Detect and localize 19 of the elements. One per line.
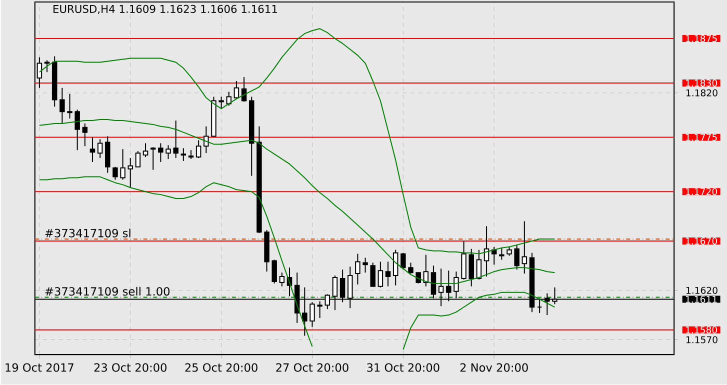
ref-line-label: #373417109 sell 1.00: [45, 287, 170, 296]
ref-line-label: 1.1580: [686, 326, 717, 334]
x-tick-label: 23 Oct 20:00: [94, 363, 166, 372]
ref-line-label: 1.1775: [686, 134, 717, 141]
ref-line-label: #373417109 sl: [45, 228, 130, 238]
chart-title: EURUSD,H4 1.1609 1.1623 1.1606 1.1611: [54, 5, 277, 14]
x-tick-label: 27 Oct 20:00: [276, 363, 348, 372]
ref-line-label: 1.1875: [686, 35, 717, 42]
y-tick-label: 1.1570: [686, 336, 718, 344]
x-tick-label: 31 Oct 20:00: [367, 363, 440, 372]
x-tick-label: 19 Oct 2017: [6, 363, 74, 372]
ref-line-label: 1.1830: [686, 80, 717, 87]
x-tick-label: 2 Nov 20:00: [460, 363, 528, 372]
ref-line-label: 1.1611: [686, 296, 717, 304]
y-tick-label: 1.1820: [686, 90, 718, 97]
ref-line-label: 1.1720: [686, 188, 717, 196]
x-tick-label: 25 Oct 20:00: [185, 363, 258, 372]
ref-line-label: 1.1670: [686, 238, 717, 245]
y-tick-label: 1.1620: [686, 287, 718, 294]
